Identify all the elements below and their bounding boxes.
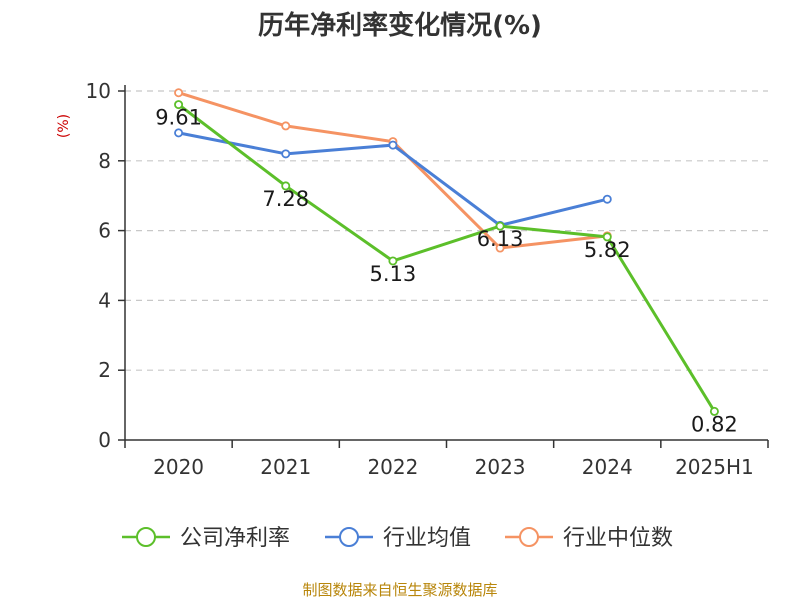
y-tick-label: 2: [98, 358, 111, 382]
series-lines: [174, 88, 719, 416]
legend-label: 公司净利率: [180, 526, 290, 551]
legend-label: 行业均值: [383, 526, 471, 551]
data-label: 9.61: [155, 106, 202, 130]
x-tick-label: 2022: [367, 455, 418, 479]
data-label: 5.82: [584, 238, 631, 262]
series-line-0: [177, 103, 716, 413]
data-point: [602, 232, 612, 242]
legend-label: 行业中位数: [563, 526, 673, 551]
x-tick-label: 2025H1: [675, 455, 754, 479]
legend-item: 行业均值: [325, 526, 471, 551]
data-label: 7.28: [262, 187, 309, 211]
axes: 0 2 4 6 8 10 2020 2021 2022 2023 2024 2025H1: [86, 79, 769, 479]
legend: 公司净利率 行业均值 行业中位数: [122, 526, 673, 551]
y-tick-label: 6: [98, 219, 111, 243]
legend-item: 公司净利率: [122, 526, 290, 551]
legend-swatch-marker: [136, 527, 156, 547]
data-point: [281, 121, 291, 131]
x-tick-label: 2023: [475, 455, 526, 479]
y-tick-label: 10: [86, 79, 111, 103]
series-line-2: [178, 91, 608, 250]
data-point: [709, 406, 719, 416]
x-tick-label: 2021: [260, 455, 311, 479]
data-labels: 9.61 7.28 5.13 6.13 5.82 0.82: [155, 106, 738, 437]
data-point: [281, 149, 291, 159]
data-point: [388, 140, 398, 150]
data-point: [174, 100, 184, 110]
legend-item: 行业中位数: [505, 526, 673, 551]
data-point: [495, 221, 505, 231]
data-label: 0.82: [691, 412, 738, 436]
x-tick-label: 2020: [153, 455, 204, 479]
data-label: 5.13: [370, 262, 417, 286]
data-point: [281, 181, 291, 191]
gridlines: [125, 90, 768, 371]
data-point: [495, 243, 505, 253]
y-tick-label: 0: [98, 428, 111, 452]
data-point: [174, 88, 184, 98]
legend-swatch-marker: [519, 527, 539, 547]
data-point: [388, 256, 398, 266]
y-tick-label: 8: [98, 149, 111, 173]
data-label: 6.13: [477, 227, 524, 251]
data-point: [174, 128, 184, 138]
legend-swatch-marker: [339, 527, 359, 547]
y-tick-label: 4: [98, 288, 111, 312]
y-axis-unit-label: (%): [56, 114, 72, 138]
x-tick-label: 2024: [582, 455, 633, 479]
source-note: 制图数据来自恒生聚源数据库: [302, 581, 497, 599]
data-point: [602, 194, 612, 204]
chart-title: 历年净利率变化情况(%): [258, 10, 542, 41]
